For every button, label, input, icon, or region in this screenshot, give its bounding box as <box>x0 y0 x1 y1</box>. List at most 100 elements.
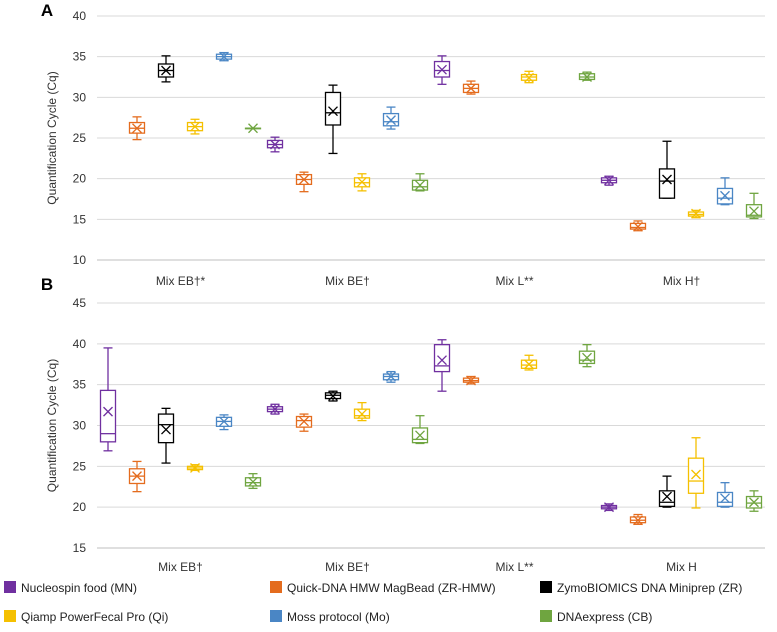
x-category-label: Mix H† <box>663 274 700 288</box>
legend-label: ZymoBIOMICS DNA Miniprep (ZR) <box>557 581 742 595</box>
panel-b-chart: B 15 20 25 30 35 40 45 Quantification Cycle (Cq)… <box>41 275 765 574</box>
mean-marker <box>161 65 171 76</box>
mean-marker <box>328 106 338 117</box>
mean-marker <box>357 176 367 187</box>
box-3-0 <box>186 118 204 135</box>
box-2-1 <box>324 84 342 155</box>
mean-marker <box>524 72 534 83</box>
box-0-2 <box>433 55 451 85</box>
box-5-0 <box>244 473 262 490</box>
mean-marker <box>190 463 200 473</box>
mean-marker <box>720 493 730 504</box>
mean-marker <box>415 180 425 191</box>
x-category-label: Mix L** <box>495 560 533 574</box>
mean-marker <box>161 424 171 435</box>
mean-marker <box>604 502 614 513</box>
legend-label: DNAexpress (CB) <box>557 610 652 624</box>
box-4-3 <box>716 177 734 206</box>
box-2-3 <box>658 140 676 199</box>
legend-label: Qiamp PowerFecal Pro (Qi) <box>21 610 168 624</box>
box-5-3 <box>745 192 763 220</box>
y-tick-label: 15 <box>73 541 87 555</box>
box-5-2 <box>578 343 596 368</box>
box-5-3 <box>745 490 763 512</box>
mean-marker <box>466 83 476 94</box>
iqr-box <box>716 491 734 508</box>
x-category-label: Mix L** <box>495 274 533 288</box>
y-tick-label: 35 <box>73 378 87 392</box>
iqr-box <box>658 490 676 508</box>
legend-swatch <box>4 610 16 622</box>
box-0-2 <box>433 339 451 392</box>
mean-marker <box>386 115 396 126</box>
mean-marker <box>466 375 476 386</box>
mean-marker <box>524 359 534 370</box>
iqr-box <box>687 457 705 494</box>
mean-marker <box>749 497 759 508</box>
box-1-2 <box>462 80 480 95</box>
box-3-2 <box>520 70 538 84</box>
mean-marker <box>103 406 113 417</box>
box-3-1 <box>353 401 371 422</box>
box-2-1 <box>324 390 342 402</box>
box-0-3 <box>600 502 618 513</box>
y-axis-title: Quantification Cycle (Cq) <box>45 71 59 204</box>
box-3-3 <box>687 437 705 509</box>
iqr-box <box>433 343 451 373</box>
box-3-2 <box>520 354 538 371</box>
legend: Nucleospin food (MN) Quick-DNA HMW MagBea… <box>4 581 742 624</box>
mean-marker <box>328 391 338 402</box>
box-4-1 <box>382 370 400 383</box>
mean-marker <box>437 355 447 366</box>
x-category-label: Mix BE† <box>325 274 370 288</box>
box-0-0 <box>99 347 117 452</box>
y-tick-label: 20 <box>73 500 87 514</box>
y-axis-title: Quantification Cycle (Cq) <box>45 359 59 492</box>
iqr-box <box>157 413 175 444</box>
box-4-1 <box>382 106 400 130</box>
box-1-3 <box>629 220 647 232</box>
legend-swatch <box>270 581 282 593</box>
box-0-1 <box>266 136 284 153</box>
x-category-label: Mix BE† <box>325 560 370 574</box>
box-0-3 <box>600 175 618 186</box>
mean-marker <box>132 123 142 134</box>
box-1-1 <box>295 413 313 432</box>
mean-marker <box>691 208 701 219</box>
panel-letter: A <box>41 1 53 20</box>
box-2-3 <box>658 475 676 508</box>
box-3-3 <box>687 208 705 219</box>
box-3-0 <box>186 463 204 473</box>
mean-marker <box>248 476 258 487</box>
mean-marker <box>190 121 200 132</box>
box-5-0 <box>244 123 262 134</box>
legend-swatch <box>270 610 282 622</box>
mean-marker <box>720 190 730 201</box>
box-1-3 <box>629 513 647 526</box>
box-0-1 <box>266 403 284 415</box>
y-tick-label: 20 <box>73 172 87 186</box>
iqr-box <box>658 168 676 199</box>
box-2-0 <box>157 407 175 464</box>
mean-marker <box>386 371 396 382</box>
mean-marker <box>270 404 280 415</box>
panel-a-chart: A 10 15 20 25 30 35 40 Quantification Cycle (Cq)… <box>41 1 765 288</box>
x-category-label: Mix H <box>666 560 697 574</box>
y-tick-label: 10 <box>73 253 87 267</box>
mean-marker <box>299 416 309 427</box>
mean-marker <box>582 352 592 363</box>
box-5-2 <box>578 71 596 82</box>
x-category-label: Mix EB† <box>158 560 203 574</box>
box-1-0 <box>128 460 146 493</box>
mean-marker <box>357 409 367 420</box>
mean-marker <box>437 64 447 75</box>
panel-letter: B <box>41 275 53 294</box>
mean-marker <box>749 206 759 217</box>
box-2-0 <box>157 55 175 83</box>
y-tick-label: 45 <box>73 296 87 310</box>
mean-marker <box>219 416 229 427</box>
mean-marker <box>415 430 425 441</box>
mean-marker <box>662 491 672 502</box>
y-tick-label: 30 <box>73 419 87 433</box>
